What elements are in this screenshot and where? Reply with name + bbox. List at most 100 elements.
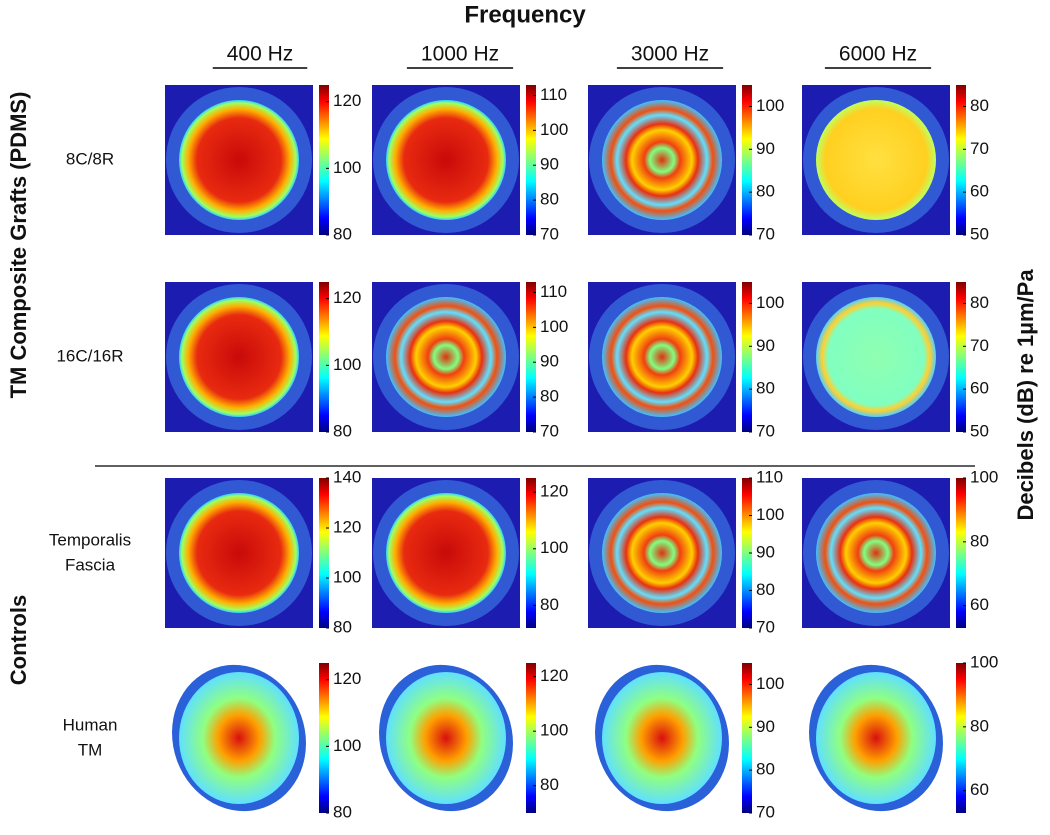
colorbar bbox=[956, 478, 966, 628]
heatmap-response bbox=[179, 493, 299, 613]
colorbar-tick-label: 90 bbox=[756, 542, 775, 561]
colorbar-tick-label: 70 bbox=[970, 139, 989, 158]
colorbar-tick-label: 100 bbox=[970, 652, 998, 671]
row-label: TM bbox=[78, 740, 103, 759]
column-header: 400 Hz bbox=[227, 43, 294, 66]
colorbar bbox=[742, 478, 752, 628]
colorbar-tick-label: 80 bbox=[970, 716, 989, 735]
colorbar-tick-label: 80 bbox=[333, 421, 352, 440]
colorbar-tick-label: 100 bbox=[333, 567, 361, 586]
colorbar bbox=[526, 663, 536, 813]
colorbar-tick-label: 120 bbox=[333, 669, 361, 688]
colorbar-tick-label: 100 bbox=[333, 158, 361, 177]
heatmap-response bbox=[179, 297, 299, 417]
group-label: Controls bbox=[6, 595, 31, 685]
colorbar-tick-label: 80 bbox=[333, 617, 352, 636]
heatmap-response bbox=[816, 672, 936, 804]
colorbar-tick-label: 70 bbox=[540, 224, 559, 243]
heatmap-response bbox=[179, 100, 299, 220]
colorbar bbox=[526, 85, 536, 235]
heatmap-response bbox=[386, 493, 506, 613]
colorbar-tick-label: 90 bbox=[756, 717, 775, 736]
colorbar-tick-label: 50 bbox=[970, 224, 989, 243]
colorbar bbox=[956, 663, 966, 813]
colorbar-tick-label: 100 bbox=[756, 674, 784, 693]
colorbar-tick-label: 80 bbox=[540, 595, 559, 614]
colorbar-tick-label: 70 bbox=[970, 336, 989, 355]
colorbar-tick-label: 70 bbox=[756, 224, 775, 243]
colorbar-tick-label: 100 bbox=[540, 538, 568, 557]
colorbar bbox=[742, 282, 752, 432]
colorbar-tick-label: 120 bbox=[333, 91, 361, 110]
colorbar-tick-label: 60 bbox=[970, 182, 989, 201]
row-label: Fascia bbox=[65, 555, 116, 574]
heatmap-response bbox=[816, 297, 936, 417]
heatmap-response bbox=[179, 672, 299, 804]
colorbar bbox=[526, 478, 536, 628]
colorbar-tick-label: 100 bbox=[333, 355, 361, 374]
heatmap-response bbox=[602, 297, 722, 417]
colorbar-tick-label: 100 bbox=[970, 467, 998, 486]
colorbar-tick-label: 100 bbox=[333, 736, 361, 755]
colorbar bbox=[319, 85, 329, 235]
heatmap-response bbox=[386, 100, 506, 220]
colorbar-tick-label: 120 bbox=[333, 517, 361, 536]
column-header: 3000 Hz bbox=[631, 43, 709, 66]
heatmap-response bbox=[602, 493, 722, 613]
colorbar-tick-label: 90 bbox=[540, 155, 559, 174]
colorbar-tick-label: 110 bbox=[540, 85, 567, 104]
colorbar bbox=[742, 85, 752, 235]
colorbar-tick-label: 100 bbox=[756, 293, 784, 312]
colorbar-tick-label: 140 bbox=[333, 467, 361, 486]
colorbar-tick-label: 90 bbox=[756, 139, 775, 158]
colorbar-tick-label: 60 bbox=[970, 595, 989, 614]
heatmap-response bbox=[602, 672, 722, 804]
row-label: 16C/16R bbox=[56, 346, 123, 365]
colorbar bbox=[956, 85, 966, 235]
colorbar-tick-label: 50 bbox=[970, 421, 989, 440]
colorbar-tick-label: 80 bbox=[540, 775, 559, 794]
colorbar-tick-label: 120 bbox=[540, 666, 568, 685]
colorbar-tick-label: 110 bbox=[540, 282, 567, 301]
colorbar-tick-label: 100 bbox=[540, 120, 568, 139]
heatmap-response bbox=[602, 100, 722, 220]
colorbar-tick-label: 90 bbox=[540, 352, 559, 371]
colorbar bbox=[526, 282, 536, 432]
colorbar-tick-label: 100 bbox=[756, 505, 784, 524]
colorbar-tick-label: 100 bbox=[756, 96, 784, 115]
heatmap-response bbox=[386, 672, 506, 804]
colorbar bbox=[956, 282, 966, 432]
colorbar-tick-label: 60 bbox=[970, 379, 989, 398]
colorbar-tick-label: 70 bbox=[756, 421, 775, 440]
colorbar-tick-label: 80 bbox=[970, 531, 989, 550]
colorbar-label: Decibels (dB) re 1µm/Pa bbox=[1013, 269, 1038, 521]
colorbar-tick-label: 80 bbox=[333, 224, 352, 243]
colorbar bbox=[319, 663, 329, 813]
group-label: TM Composite Grafts (PDMS) bbox=[6, 92, 31, 399]
colorbar-tick-label: 80 bbox=[756, 379, 775, 398]
colorbar-tick-label: 100 bbox=[540, 317, 568, 336]
colorbar bbox=[319, 282, 329, 432]
colorbar bbox=[319, 478, 329, 628]
row-label: Human bbox=[63, 715, 118, 734]
colorbar-tick-label: 120 bbox=[540, 482, 568, 501]
colorbar-tick-label: 80 bbox=[756, 580, 775, 599]
colorbar-tick-label: 80 bbox=[970, 96, 989, 115]
colorbar-tick-label: 80 bbox=[540, 387, 559, 406]
colorbar-tick-label: 80 bbox=[970, 293, 989, 312]
colorbar-tick-label: 70 bbox=[540, 421, 559, 440]
colorbar-tick-label: 90 bbox=[756, 336, 775, 355]
figure-title: Frequency bbox=[464, 1, 586, 28]
colorbar-tick-label: 60 bbox=[970, 780, 989, 799]
column-header: 6000 Hz bbox=[839, 43, 917, 66]
colorbar-tick-label: 70 bbox=[756, 802, 775, 821]
row-label: 8C/8R bbox=[66, 149, 114, 168]
colorbar bbox=[742, 663, 752, 813]
row-label: Temporalis bbox=[49, 530, 131, 549]
heatmap-response bbox=[816, 493, 936, 613]
colorbar-tick-label: 80 bbox=[756, 182, 775, 201]
colorbar-tick-label: 110 bbox=[756, 467, 783, 486]
colorbar-tick-label: 80 bbox=[333, 802, 352, 821]
colorbar-tick-label: 80 bbox=[756, 760, 775, 779]
